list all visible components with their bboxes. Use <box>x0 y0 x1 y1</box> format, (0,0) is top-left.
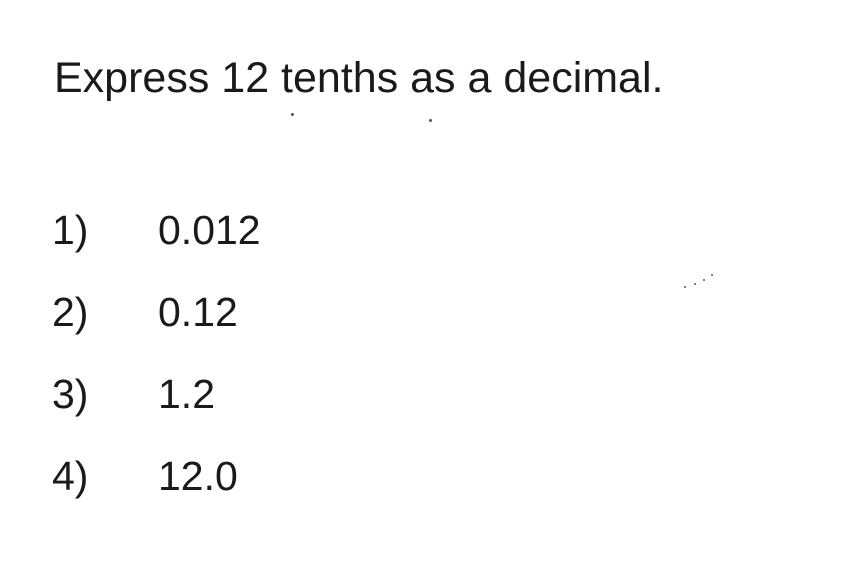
question-text: Express 12 tenths as a decimal. <box>54 54 664 102</box>
choice-number: 2) <box>52 289 89 335</box>
choice-value: 0.12 <box>158 289 238 335</box>
scan-speck <box>694 283 696 285</box>
choice-value: 0.012 <box>158 207 261 253</box>
choice-3: 3) 1.2 <box>52 368 261 450</box>
scan-speck <box>291 113 294 116</box>
scan-speck <box>429 119 432 122</box>
choice-value: 12.0 <box>158 453 238 499</box>
choice-number: 3) <box>52 371 89 417</box>
choice-2: 2) 0.12 <box>52 286 261 368</box>
choice-number: 1) <box>52 207 89 253</box>
choice-4: 4) 12.0 <box>52 450 261 532</box>
choice-number: 4) <box>52 453 89 499</box>
scan-speck <box>711 274 713 276</box>
choice-value: 1.2 <box>158 371 215 417</box>
scan-speck <box>703 279 705 281</box>
scan-speck <box>684 286 686 288</box>
choice-1: 1) 0.012 <box>52 204 261 286</box>
answer-choices: 1) 0.012 2) 0.12 3) 1.2 4) 12.0 <box>52 204 261 532</box>
